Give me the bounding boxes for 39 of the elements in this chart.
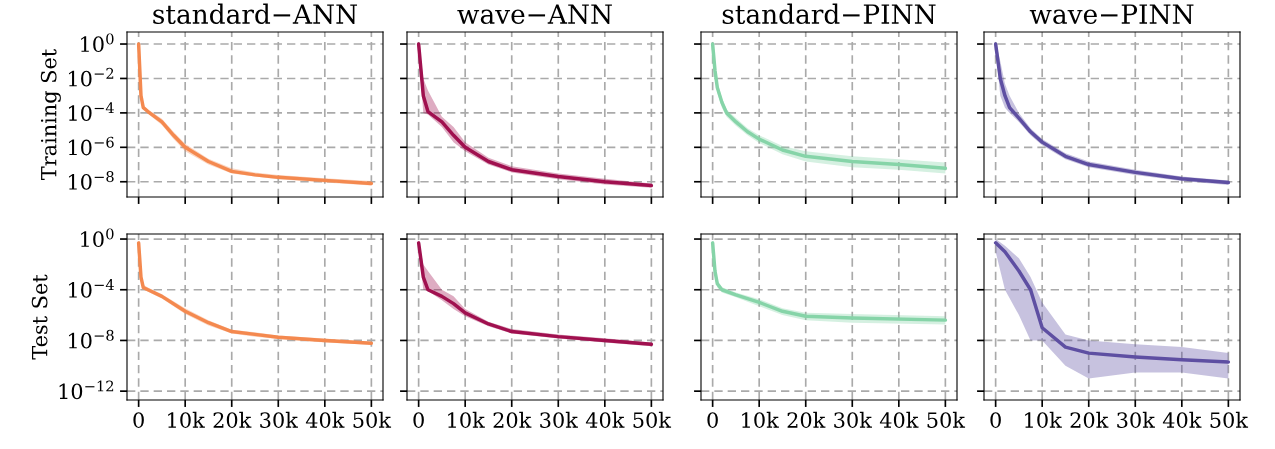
y-tick-label: 10$^{0}$ [81,228,114,248]
y-tick-label: 10$^{0}$ [81,33,114,53]
x-tick-label: 20k [787,411,826,428]
x-tick-label: 40k [305,411,345,428]
x-tick-label: 30k [260,411,298,428]
y-tick-label: 10$^{−4}$ [68,102,114,121]
y-axis-title: Test Set [31,274,48,360]
chart-title: wave−ANN [457,4,612,25]
chart-title: wave−PINN [1029,4,1194,25]
x-tick-label: 10k [448,411,485,428]
x-tick-label: 20k [1070,411,1109,428]
y-tick-label: 10$^{−8}$ [68,171,114,190]
x-tick-label: 0 [133,412,144,428]
x-tick-label: 10k [742,411,779,428]
chart-title: standard−PINN [722,3,936,25]
y-axis-title: Training Set [40,48,61,180]
x-tick-label: 10k [1025,411,1062,428]
x-tick-label: 20k [213,411,252,428]
x-tick-label: 30k [1117,411,1155,428]
x-tick-label: 40k [585,411,625,428]
x-tick-label: 30k [834,411,872,428]
chart-title: standard−ANN [153,3,358,25]
y-tick-label: 10$^{−4}$ [68,279,114,298]
y-tick-label: 10$^{−8}$ [68,329,114,349]
x-tick-label: 50k [927,411,966,428]
y-tick-label: 10$^{−2}$ [68,67,114,87]
y-tick-label: 10$^{−12}$ [59,380,114,400]
y-tick-label: 10$^{−6}$ [68,136,114,156]
x-tick-label: 0 [413,412,424,428]
x-tick-label: 40k [879,411,919,428]
x-tick-label: 50k [353,411,392,428]
x-tick-label: 50k [1210,411,1249,428]
x-tick-label: 10k [168,411,205,428]
x-tick-label: 40k [1162,411,1202,428]
x-tick-label: 20k [493,411,532,428]
x-tick-label: 30k [540,411,578,428]
x-tick-label: 0 [990,412,1001,428]
x-tick-label: 0 [707,412,718,428]
x-tick-label: 50k [633,411,672,428]
